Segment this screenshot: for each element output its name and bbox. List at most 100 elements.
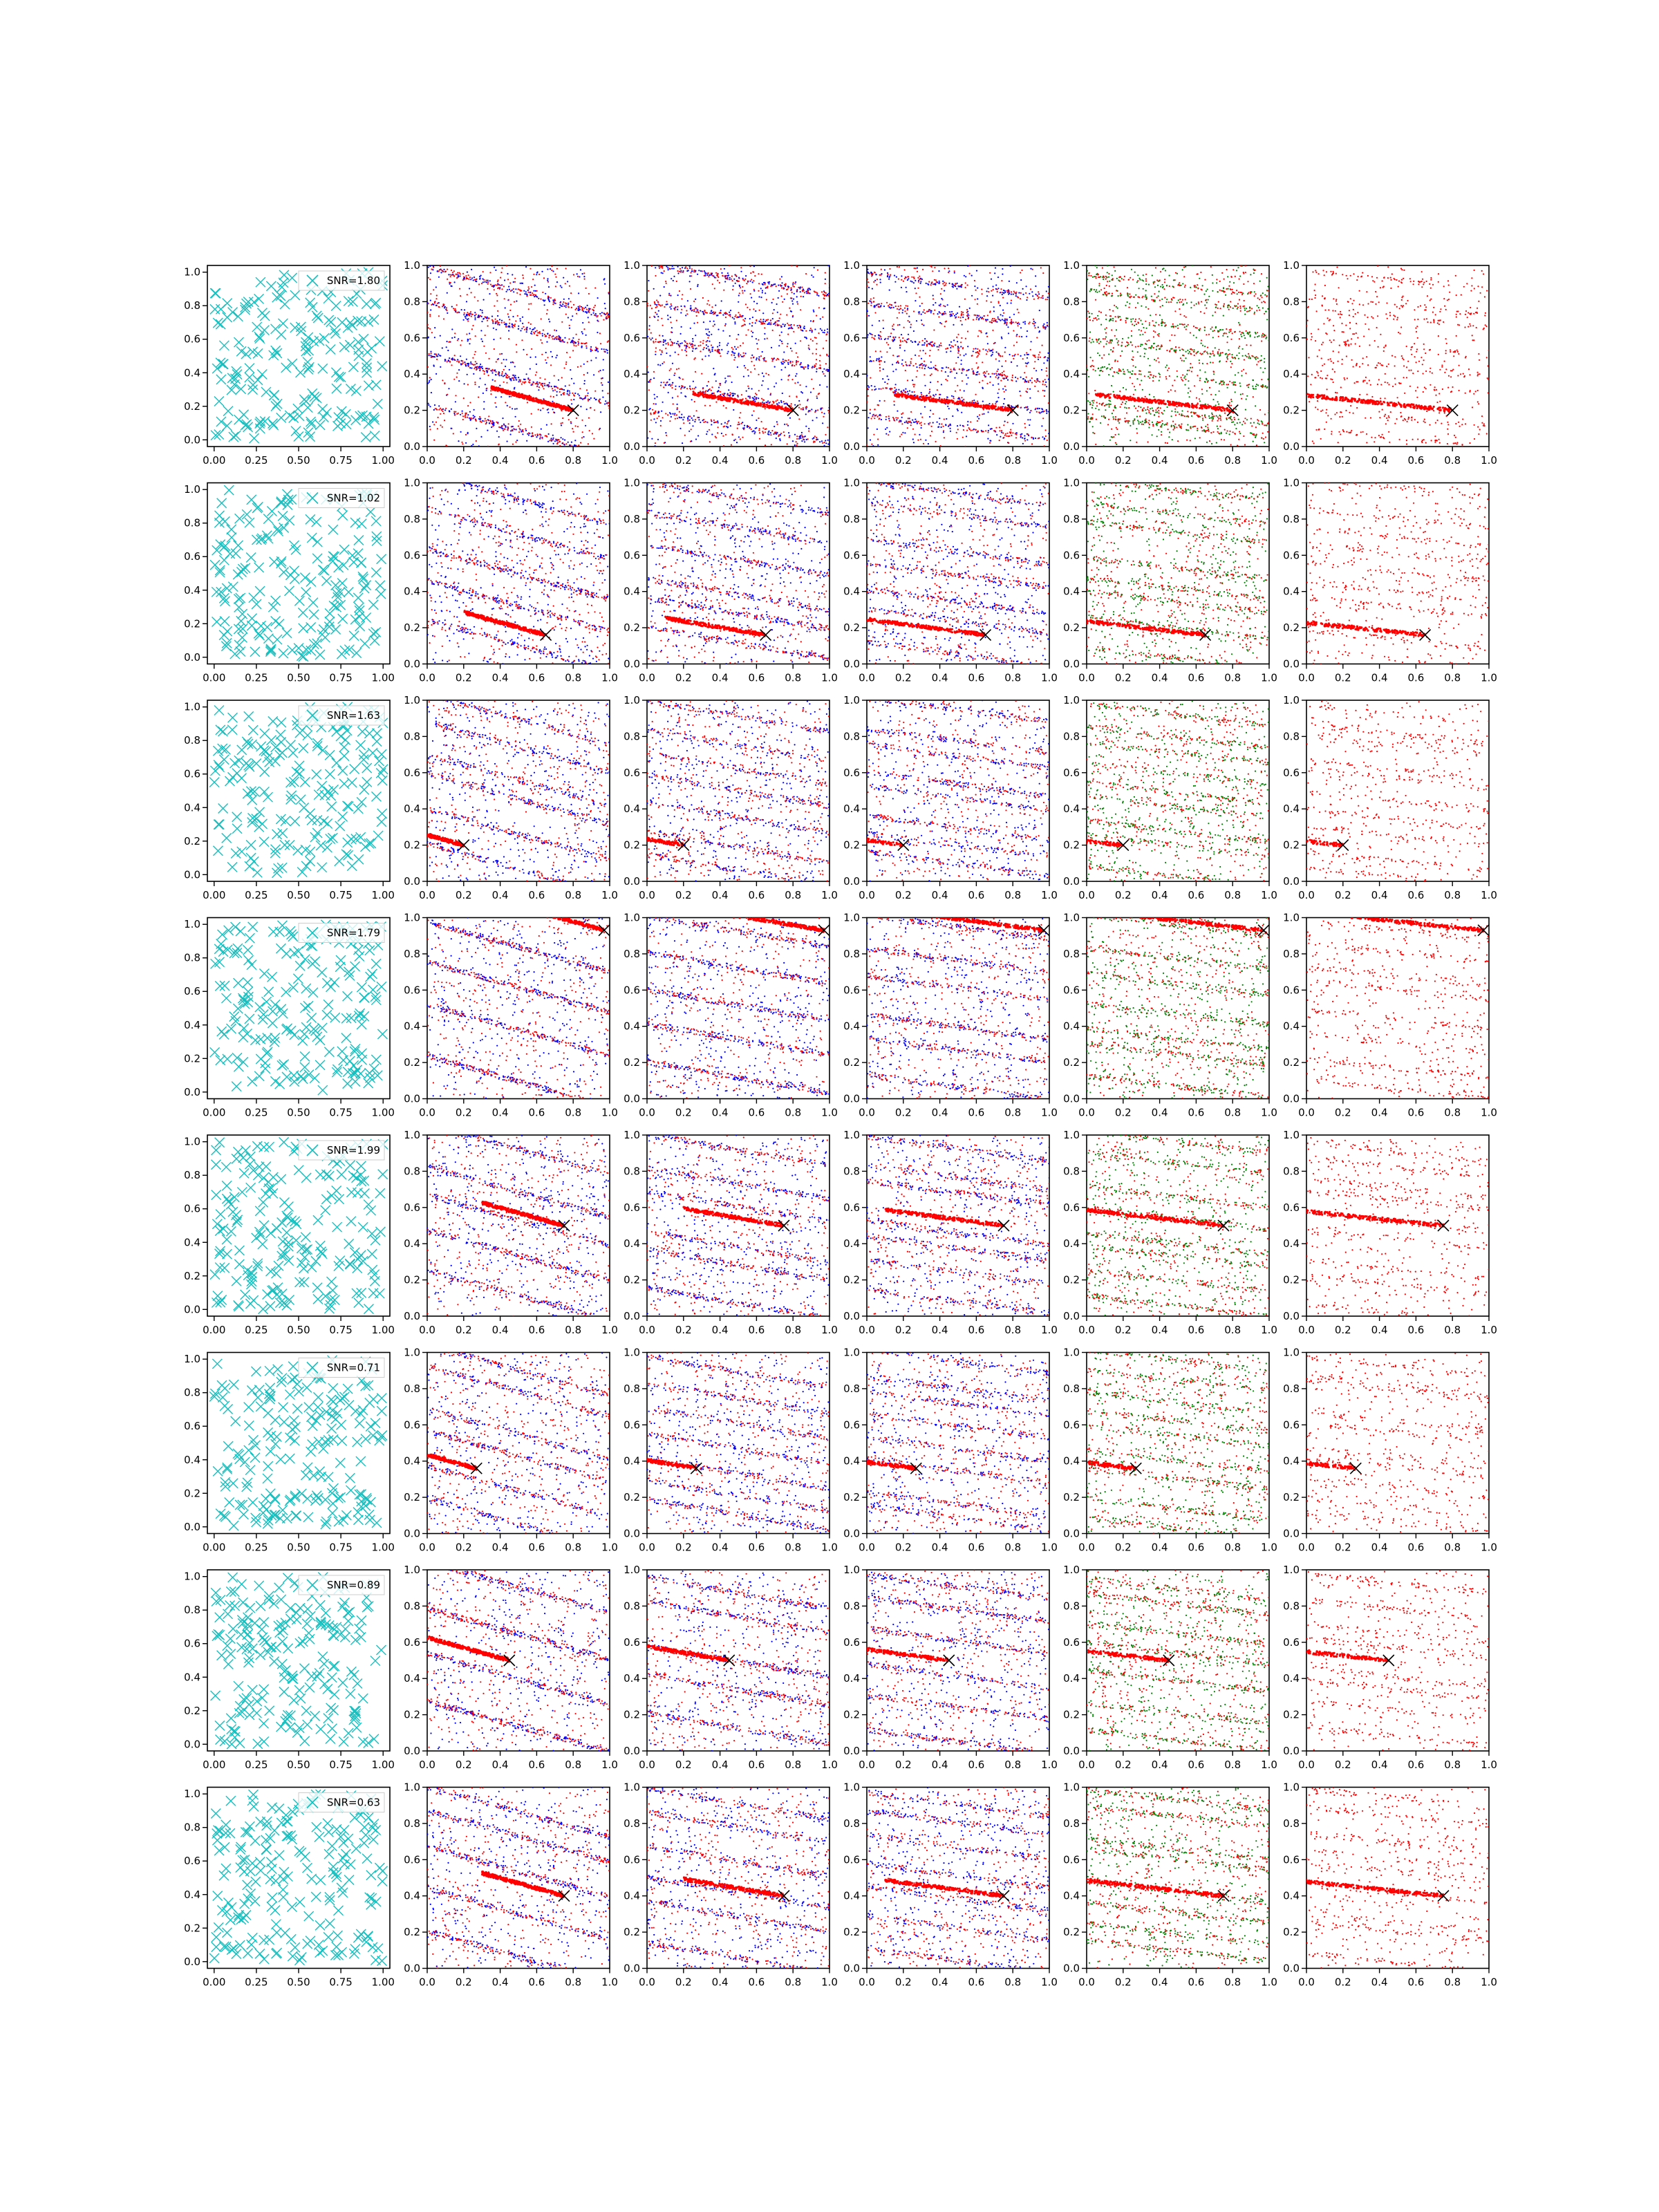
scatter-point <box>772 312 774 314</box>
scatter-point <box>753 308 754 310</box>
scatter-point <box>578 308 579 309</box>
scatter-point <box>543 299 544 301</box>
scatter-point <box>969 308 971 309</box>
scatter-point <box>526 294 527 295</box>
scatter-point <box>953 339 955 341</box>
scatter-point <box>809 348 810 350</box>
scatter-point <box>796 438 798 440</box>
scatter-point <box>805 413 807 415</box>
scatter-point <box>764 283 765 285</box>
scatter-point <box>1044 384 1046 386</box>
scatter-point <box>1048 402 1049 404</box>
cyan-marker <box>375 337 384 346</box>
scatter-point <box>649 379 650 381</box>
scatter-point <box>872 389 873 391</box>
scatter-point <box>729 315 730 316</box>
scatter-point <box>595 357 597 359</box>
scatter-point <box>434 356 435 357</box>
scatter-point <box>995 402 997 403</box>
scatter-point <box>890 274 891 276</box>
scatter-point <box>756 357 758 359</box>
scatter-point <box>480 364 481 365</box>
scatter-point <box>507 440 508 442</box>
scatter-point <box>738 301 739 303</box>
cyan-marker <box>271 346 281 355</box>
scatter-point <box>516 292 518 294</box>
scatter-point <box>770 434 771 435</box>
scatter-point <box>908 320 909 321</box>
scatter-point <box>753 399 755 400</box>
scatter-point <box>883 306 885 307</box>
scatter-point <box>479 279 480 280</box>
scatter-point <box>1029 397 1031 399</box>
scatter-point <box>659 295 661 297</box>
scatter-point <box>910 422 912 424</box>
scatter-point <box>923 443 924 444</box>
streak-point <box>515 394 517 396</box>
scatter-point <box>735 348 737 350</box>
cyan-marker <box>234 337 243 347</box>
scatter-point <box>500 277 501 279</box>
scatter-point <box>607 341 608 343</box>
scatter-point <box>892 364 893 365</box>
scatter-point <box>918 355 919 357</box>
scatter-point <box>552 388 553 389</box>
r1c1-ytick-label: 1.0 <box>184 266 200 279</box>
scatter-point <box>758 390 760 391</box>
scatter-point <box>664 442 665 444</box>
scatter-point <box>483 420 485 422</box>
scatter-point <box>722 393 723 395</box>
scatter-point <box>729 335 731 337</box>
scatter-point <box>677 409 678 410</box>
scatter-point <box>816 315 817 317</box>
scatter-point <box>825 434 826 435</box>
scatter-point <box>910 281 912 282</box>
scatter-point <box>727 427 729 428</box>
scatter-point <box>921 367 923 368</box>
scatter-point <box>765 431 766 433</box>
scatter-point <box>786 315 787 316</box>
scatter-point <box>561 442 563 444</box>
scatter-point <box>808 345 809 346</box>
scatter-point <box>870 439 871 440</box>
scatter-point <box>659 349 661 350</box>
r1c4-xtick-label: 0.0 <box>859 454 875 467</box>
scatter-point <box>917 271 918 272</box>
scatter-point <box>509 282 511 283</box>
scatter-point <box>472 444 474 445</box>
scatter-point <box>904 310 906 312</box>
scatter-point <box>951 345 953 346</box>
scatter-point <box>1004 398 1005 400</box>
scatter-point <box>777 424 778 425</box>
scatter-point <box>578 292 579 294</box>
scatter-point <box>547 278 548 279</box>
scatter-point <box>489 272 491 273</box>
scatter-point <box>1027 297 1028 298</box>
scatter-point <box>899 435 901 437</box>
scatter-point <box>499 319 500 320</box>
scatter-point <box>606 349 607 350</box>
scatter-point <box>913 422 915 423</box>
scatter-point <box>532 384 533 386</box>
scatter-point <box>961 315 962 316</box>
streak-point <box>492 386 494 388</box>
scatter-point <box>525 266 527 268</box>
scatter-point <box>916 420 917 422</box>
scatter-point <box>782 359 784 360</box>
scatter-point <box>997 353 999 354</box>
scatter-point <box>825 375 826 377</box>
scatter-point <box>1046 367 1047 368</box>
scatter-point <box>820 328 821 330</box>
scatter-point <box>657 316 659 317</box>
scatter-point <box>900 305 901 306</box>
scatter-point <box>454 281 456 283</box>
scatter-point <box>469 367 471 368</box>
scatter-point <box>553 438 554 439</box>
scatter-point <box>774 357 775 359</box>
scatter-point <box>451 306 453 308</box>
scatter-point <box>581 342 582 344</box>
scatter-point <box>879 303 880 305</box>
scatter-point <box>590 314 592 315</box>
scatter-point <box>758 283 760 284</box>
scatter-point <box>1024 427 1026 428</box>
